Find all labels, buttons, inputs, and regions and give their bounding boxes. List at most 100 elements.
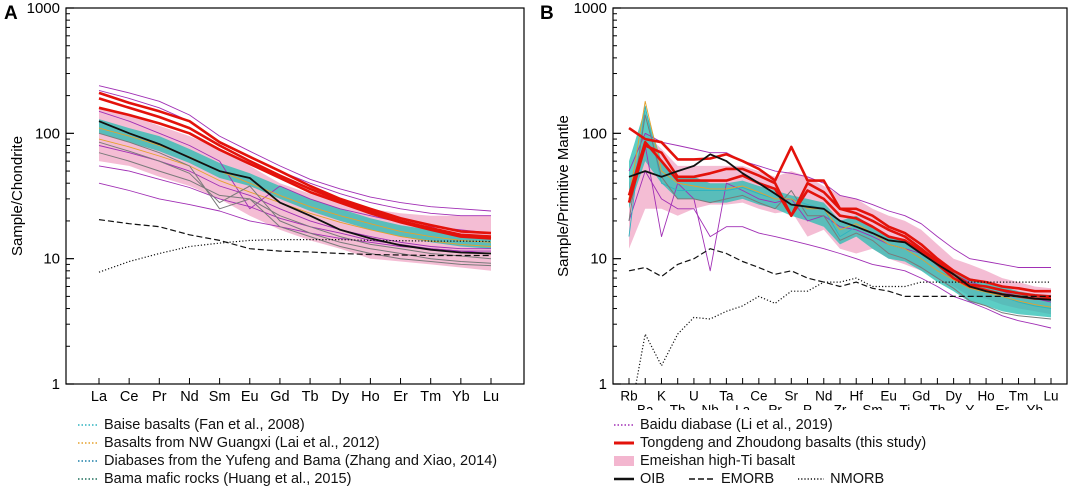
x-tick-label: Ta	[719, 389, 734, 404]
x-tick-label: Yb	[452, 389, 470, 405]
series-line	[98, 85, 492, 212]
x-tick-label: Eu	[241, 389, 259, 405]
y-tick-label: 1000	[27, 0, 60, 17]
panel-label: B	[540, 3, 554, 24]
x-tick-label: Tb	[302, 389, 319, 405]
x-tick-label: Er	[996, 403, 1010, 410]
legend-swatch-emeishan	[614, 456, 634, 466]
panel-label: A	[4, 3, 18, 24]
legend-swatch-yufeng	[78, 460, 98, 462]
x-tick-label: Gd	[912, 389, 930, 404]
x-tick-label: Ce	[120, 389, 139, 405]
x-tick-label: Nd	[815, 389, 832, 404]
x-tick-label: U	[689, 389, 699, 404]
legend-swatch-baise	[78, 424, 98, 426]
legend-label-oib: OIB	[640, 471, 665, 487]
x-tick-label: Gd	[270, 389, 289, 405]
x-tick-label: Ba	[637, 403, 654, 410]
legend-swatch-baidu	[614, 424, 634, 426]
series-line	[98, 97, 492, 238]
series-line	[98, 91, 492, 235]
legend-item: Emeishan high-Ti basalt	[614, 452, 926, 470]
x-tick-label: Nb	[702, 403, 719, 410]
y-axis-label: Sample/Chondrite	[9, 136, 26, 256]
x-tick-label: Lu	[1043, 389, 1058, 404]
x-tick-label: Th	[670, 403, 686, 410]
x-tick-label: Ti	[900, 403, 911, 410]
chart-panel-b: 1 10 100 1000 Sample/Primitive Mantle RbBaK Th…	[540, 0, 1068, 410]
legend-label-emeishan: Emeishan high-Ti basalt	[640, 453, 796, 469]
x-tick-label: Sm	[209, 389, 231, 405]
x-tick-label: Tb	[930, 403, 946, 410]
legend-item-reference: OIB EMORB NMORB	[614, 470, 926, 488]
series-line	[628, 248, 1051, 297]
series-line	[98, 239, 492, 273]
x-tick-label: Zr	[834, 403, 847, 410]
x-tick-label: Pr	[768, 403, 782, 410]
legend-label-baidu: Baidu diabase (Li et al., 2019)	[640, 417, 833, 433]
plot-area	[98, 85, 492, 273]
series-line	[98, 132, 492, 267]
legend-item: Basalts from NW Guangxi (Lai et al., 201…	[78, 434, 497, 452]
y-tick-label: 100	[582, 125, 607, 142]
x-tick-label: Tm	[1009, 389, 1029, 404]
series-line	[628, 132, 1051, 268]
chart-panel-a: 1 10 100 1000 Sample/Chondrite La Ce Pr Nd Sm Eu Gd…	[4, 0, 525, 405]
y-tick-label: 1	[52, 376, 60, 393]
legend-label-baise: Baise basalts (Fan et al., 2008)	[104, 417, 305, 433]
legend-left: Baise basalts (Fan et al., 2008) Basalts…	[78, 416, 497, 488]
legend-swatch-oib	[614, 477, 634, 481]
y-tick-label: 1000	[574, 0, 607, 17]
x-tick-label: Nd	[180, 389, 199, 405]
legend-label-emorb: EMORB	[720, 471, 775, 487]
legend-item: Baidu diabase (Li et al., 2019)	[614, 416, 926, 434]
x-tick-label: Pr	[152, 389, 167, 405]
series-line	[627, 144, 1052, 298]
series-line	[635, 277, 1051, 384]
legend-item: Tongdeng and Zhoudong basalts (this stud…	[614, 434, 926, 452]
x-tick-label: La	[91, 389, 108, 405]
legend-label-guangxi: Basalts from NW Guangxi (Lai et al., 201…	[104, 435, 380, 451]
legend-label-yufeng: Diabases from the Yufeng and Bama (Zhang…	[104, 453, 498, 469]
x-tick-label: K	[657, 389, 666, 404]
x-tick-label: Tm	[420, 389, 441, 405]
plot-area	[627, 100, 1052, 384]
x-tick-label: Sr	[785, 389, 799, 404]
legend-swatch-emorb	[688, 478, 715, 480]
x-tick-label: Y	[965, 403, 974, 410]
y-tick-label: 1	[599, 376, 607, 393]
plot-frame	[65, 7, 525, 385]
x-tick-label: Hf	[849, 389, 863, 404]
x-tick-label: Rb	[620, 389, 637, 404]
legend-item: Diabases from the Yufeng and Bama (Zhang…	[78, 452, 497, 470]
y-tick-label: 100	[35, 125, 60, 142]
y-tick-label: 10	[590, 251, 607, 268]
y-tick-label: 10	[43, 251, 60, 268]
x-tick-label: Ce	[750, 389, 767, 404]
x-tick-label: Er	[393, 389, 408, 405]
series-line	[98, 152, 492, 260]
x-tick-label: Eu	[880, 389, 897, 404]
series-line	[628, 170, 1052, 329]
legend-swatch-guangxi	[78, 442, 98, 444]
series-line	[98, 138, 492, 247]
x-tick-label: P	[803, 403, 812, 410]
x-tick-label: Lu	[483, 389, 499, 405]
x-tick-label: Sm	[862, 403, 882, 410]
series-line	[628, 100, 1052, 308]
y-axis-label: Sample/Primitive Mantle	[555, 115, 572, 277]
series-line	[628, 153, 1052, 301]
x-tick-label: Yb	[1027, 403, 1044, 410]
legend-label-bama: Bama mafic rocks (Huang et al., 2015)	[104, 471, 352, 487]
legend-label-tongdeng: Tongdeng and Zhoudong basalts (this stud…	[640, 435, 927, 451]
series-line	[98, 120, 492, 255]
x-tick-label: Dy	[945, 389, 962, 404]
legend-right: Baidu diabase (Li et al., 2019) Tongdeng…	[614, 416, 926, 488]
legend-label-nmorb: NMORB	[830, 471, 885, 487]
series-line	[98, 141, 492, 264]
legend-swatch-bama	[78, 478, 98, 480]
legend-item: Bama mafic rocks (Huang et al., 2015)	[78, 470, 497, 488]
series-line	[98, 127, 492, 243]
x-tick-label: Dy	[331, 389, 349, 405]
